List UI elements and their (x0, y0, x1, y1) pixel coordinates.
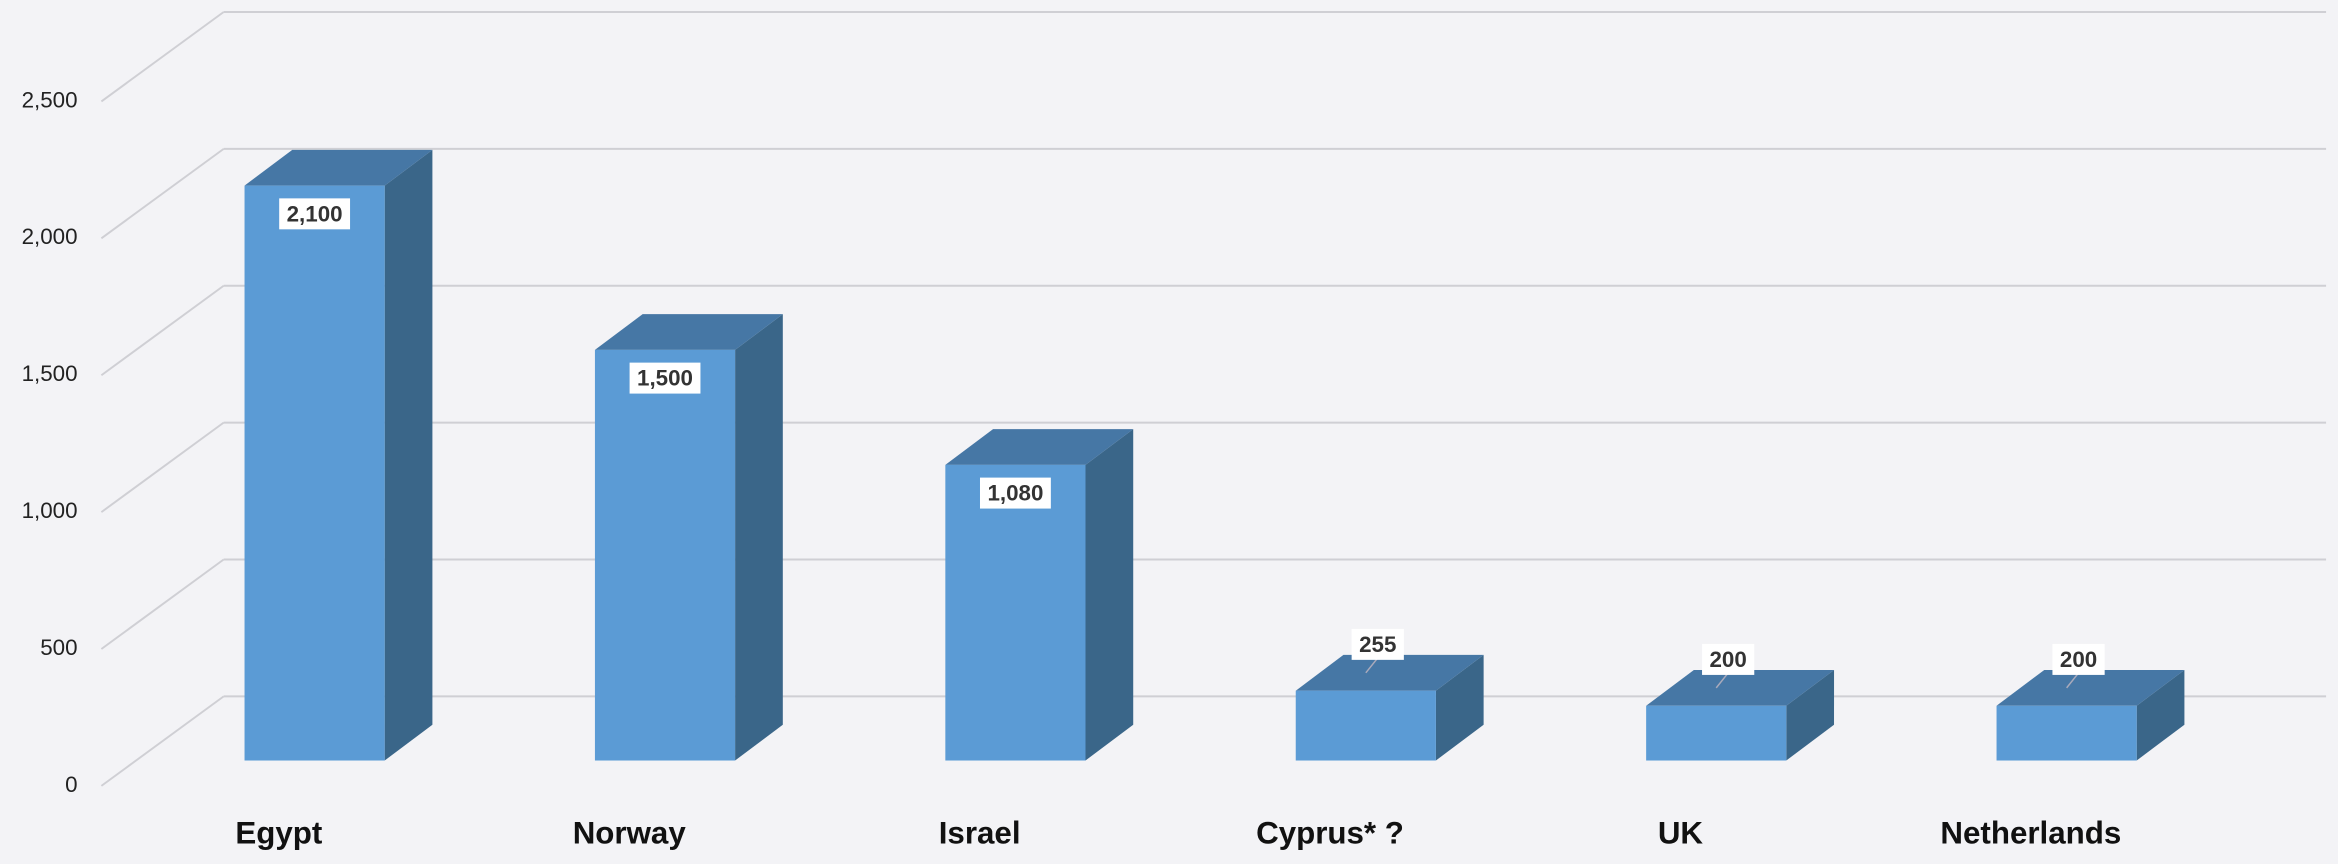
bar (1646, 705, 1787, 761)
leader-line (2066, 672, 2080, 689)
grid-line-side (100, 284, 225, 377)
bar-top (1996, 669, 2185, 706)
bar (594, 349, 736, 761)
y-tick-label: 2,500 (22, 87, 78, 112)
value-label-box (1702, 643, 1755, 675)
grid-line-side (100, 558, 225, 650)
bar (244, 185, 385, 761)
bar-side (2136, 669, 2185, 761)
value-label: 200 (1709, 647, 1746, 672)
leader-line (1715, 672, 1729, 689)
x-tick-label: Israel (939, 815, 1021, 850)
value-label: 1,080 (987, 481, 1043, 506)
y-tick-label: 1,500 (22, 361, 78, 386)
bar-side (384, 149, 433, 761)
x-tick-label: Cyprus* ? (1256, 815, 1404, 850)
bar-side (735, 314, 783, 761)
bar-top (1295, 654, 1484, 691)
bar (1295, 690, 1436, 761)
y-tick-label: 2,000 (22, 224, 78, 249)
grid-line-side (100, 148, 225, 240)
bar-top (594, 314, 783, 350)
bar (945, 464, 1086, 761)
value-label-box (279, 198, 351, 230)
bar (1996, 705, 2137, 761)
grid-line-side (100, 421, 225, 513)
value-label: 2,100 (287, 201, 343, 226)
grid-line-side (100, 11, 225, 103)
grid-line-side (100, 695, 225, 787)
value-label: 1,500 (637, 366, 693, 391)
y-tick-label: 500 (40, 635, 77, 660)
y-tick-label: 0 (65, 772, 77, 797)
x-tick-label: UK (1658, 815, 1704, 850)
x-tick-label: Norway (573, 815, 687, 850)
value-label-box (2052, 643, 2105, 675)
bar-top (945, 429, 1134, 465)
value-label: 200 (2060, 647, 2097, 672)
value-label: 255 (1359, 632, 1396, 657)
bar-side (1085, 429, 1134, 761)
leader-line (1365, 657, 1379, 674)
value-label-box (629, 362, 701, 394)
bar-side (1786, 669, 1835, 761)
y-tick-label: 1,000 (22, 498, 78, 523)
value-label-box (979, 477, 1051, 509)
bar-top (244, 149, 433, 186)
x-tick-label: Egypt (235, 815, 323, 850)
bar-top (1646, 669, 1835, 706)
bar-side (1435, 654, 1484, 761)
x-tick-label: Netherlands (1940, 815, 2121, 850)
value-label-box (1351, 628, 1404, 660)
